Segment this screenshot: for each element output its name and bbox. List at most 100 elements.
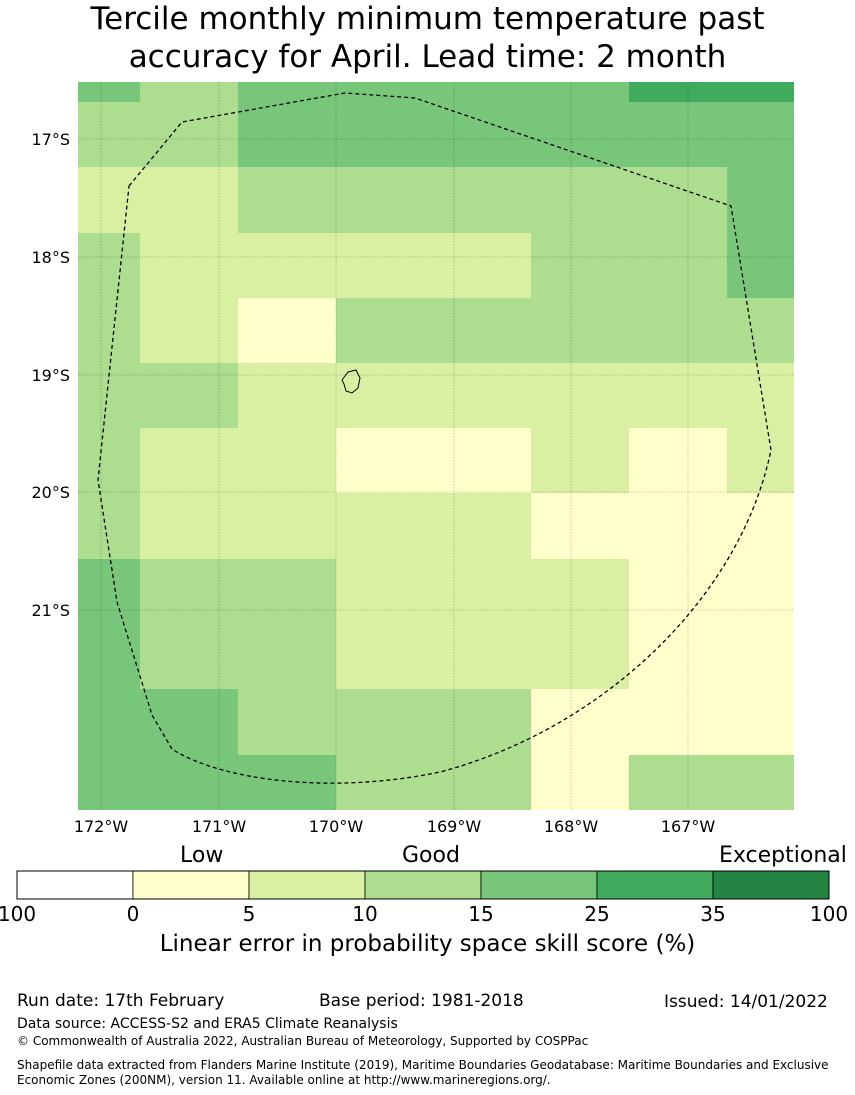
skill-cell [727,102,794,167]
skill-cell [629,363,727,428]
skill-cell [727,559,794,624]
longitude-label: 169°W [427,817,482,836]
latitude-labels: 17°S 18°S 19°S 20°S 21°S [31,130,70,620]
latitude-label: 19°S [31,366,70,385]
skill-cell [238,82,336,102]
skill-cell [336,428,531,493]
colorbar-label-good: Good [402,843,460,868]
skill-cell [629,755,727,810]
skill-cell [238,363,336,428]
skill-cell [238,755,336,810]
longitude-label: 170°W [309,817,364,836]
colorbar-frame [16,870,830,900]
skill-cell [238,233,336,298]
colorbar-segment [248,870,366,900]
skill-cell [336,167,531,233]
colorbar-segment [16,870,134,900]
skill-cell [727,755,794,810]
skill-cell [140,428,238,493]
skill-cell [629,493,727,559]
skill-cell [531,167,629,233]
colorbar [16,870,830,900]
colorbar-segment [480,870,598,900]
colorbar-tick: 100 [0,902,37,926]
skill-cell [336,298,531,363]
skill-cell [336,233,531,298]
skill-cell [531,233,629,298]
skill-cell [140,167,238,233]
skill-cell [629,233,727,298]
skill-cell [531,363,629,428]
skill-cell [727,167,794,233]
shapefile-credit-line-2: Economic Zones (200NM), version 11. Avai… [17,1073,551,1087]
skill-cell [336,559,531,624]
longitude-label: 167°W [661,817,716,836]
skill-cell [78,624,140,689]
skill-cell [727,624,794,689]
issued-date: Issued: 14/01/2022 [664,992,828,1012]
skill-cell [238,559,336,624]
skill-cell [336,493,531,559]
skill-cell [727,689,794,755]
skill-cell [727,233,794,298]
colorbar-segment [364,870,482,900]
title-line-1: Tercile monthly minimum temperature past [90,1,765,37]
title-line-2: accuracy for April. Lead time: 2 month [128,39,727,75]
skill-cell [629,624,727,689]
skill-cell [336,689,531,755]
colorbar-label-low: Low [180,843,224,868]
skill-cell [140,233,238,298]
skill-cell [238,102,336,167]
skill-cell [140,755,238,810]
colorbar-segment [596,870,714,900]
skill-cell [140,82,238,102]
skill-cell [78,102,140,167]
skill-cell [336,102,531,167]
colorbar-tick: 10 [352,902,378,926]
shapefile-credit-line-1: Shapefile data extracted from Flanders M… [17,1058,829,1072]
latitude-label: 21°S [31,601,70,620]
skill-cell [531,559,629,624]
skill-cell [78,559,140,624]
base-period: Base period: 1981-2018 [319,991,524,1011]
skill-cell [336,624,531,689]
skill-cell [140,363,238,428]
latitude-label: 18°S [31,248,70,267]
skill-cell [238,298,336,363]
colorbar-tick: 100 [809,902,849,926]
run-date: Run date: 17th February [17,991,225,1011]
colorbar-tick: 35 [700,902,726,926]
skill-cell [629,428,727,493]
skill-cell [238,689,336,755]
colorbar-tick: 0 [126,902,140,926]
colorbar-segment [712,870,830,900]
chart-title: Tercile monthly minimum temperature past… [0,0,855,76]
skill-cell [629,102,727,167]
latitude-label: 17°S [31,130,70,149]
longitude-label: 172°W [74,817,129,836]
latitude-label: 20°S [31,483,70,502]
skill-cell [140,559,238,624]
map-gridlines [78,82,794,810]
skill-cell [78,167,140,233]
island-outline [341,369,361,394]
skill-cell [140,624,238,689]
skill-cell [629,298,727,363]
skill-cell [336,82,531,102]
skill-cell [531,689,629,755]
skill-cell [629,559,727,624]
colorbar-tick: 5 [242,902,256,926]
skill-cell [140,689,238,755]
skill-cell [727,298,794,363]
skill-cell [78,689,140,755]
colorbar-tick: 15 [468,902,494,926]
colorbar-segment [132,870,250,900]
colorbar-title: Linear error in probability space skill … [159,931,696,957]
skill-cell [531,624,629,689]
skill-cell [78,298,140,363]
skill-cell [78,82,140,102]
skill-cell [238,624,336,689]
colorbar-label-exceptional: Exceptional [719,843,847,868]
skill-cell [78,233,140,298]
